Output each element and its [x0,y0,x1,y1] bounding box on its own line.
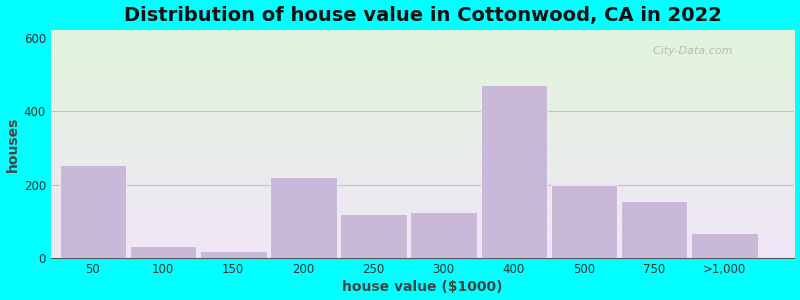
Bar [691,233,758,258]
Text: City-Data.com: City-Data.com [646,46,732,56]
Bar [60,165,126,258]
Bar [340,214,407,258]
Bar [481,85,547,258]
Bar [270,178,337,258]
Bar [550,185,618,258]
X-axis label: house value ($1000): house value ($1000) [342,280,503,294]
Bar [621,201,687,258]
Bar [200,251,266,258]
Bar [130,245,196,258]
Y-axis label: houses: houses [6,117,19,172]
Bar [410,212,477,258]
Title: Distribution of house value in Cottonwood, CA in 2022: Distribution of house value in Cottonwoo… [124,6,722,25]
